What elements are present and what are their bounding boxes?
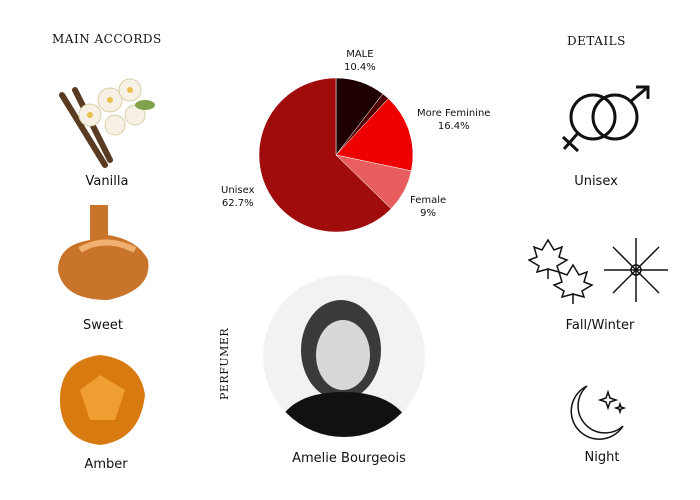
- pie-label-female: Female 9%: [410, 195, 447, 219]
- detail-label-fall-winter: Fall/Winter: [565, 318, 635, 333]
- moon-icon: [565, 378, 635, 443]
- detail-label-night: Night: [584, 450, 620, 465]
- pie-label-male: MALE 10.4%: [344, 49, 376, 73]
- main-accords-heading: MAIN ACCORDS: [52, 32, 162, 46]
- pie-label-more-feminine: More Feminine 16.4%: [417, 108, 491, 132]
- accord-label-amber: Amber: [84, 457, 128, 472]
- accord-label-sweet: Sweet: [83, 318, 123, 333]
- details-heading: DETAILS: [567, 34, 626, 48]
- season-icon: [528, 235, 673, 305]
- caramel-image: [50, 200, 160, 305]
- pie-slice-unisex: [258, 77, 392, 233]
- gender-pie-chart: [258, 77, 414, 233]
- pie-label-unisex: Unisex 62.7%: [221, 185, 255, 209]
- perfumer-name: Amelie Bourgeois: [292, 451, 406, 466]
- amber-image: [45, 350, 155, 450]
- vanilla-image: [50, 65, 160, 170]
- gender-icon: [558, 85, 658, 155]
- accord-label-vanilla: Vanilla: [85, 174, 129, 189]
- pie-slice-more-feminine: [335, 98, 414, 172]
- perfumer-photo: [263, 275, 425, 437]
- detail-label-unisex: Unisex: [574, 174, 618, 189]
- perfumer-heading: PERFUMER: [218, 327, 231, 400]
